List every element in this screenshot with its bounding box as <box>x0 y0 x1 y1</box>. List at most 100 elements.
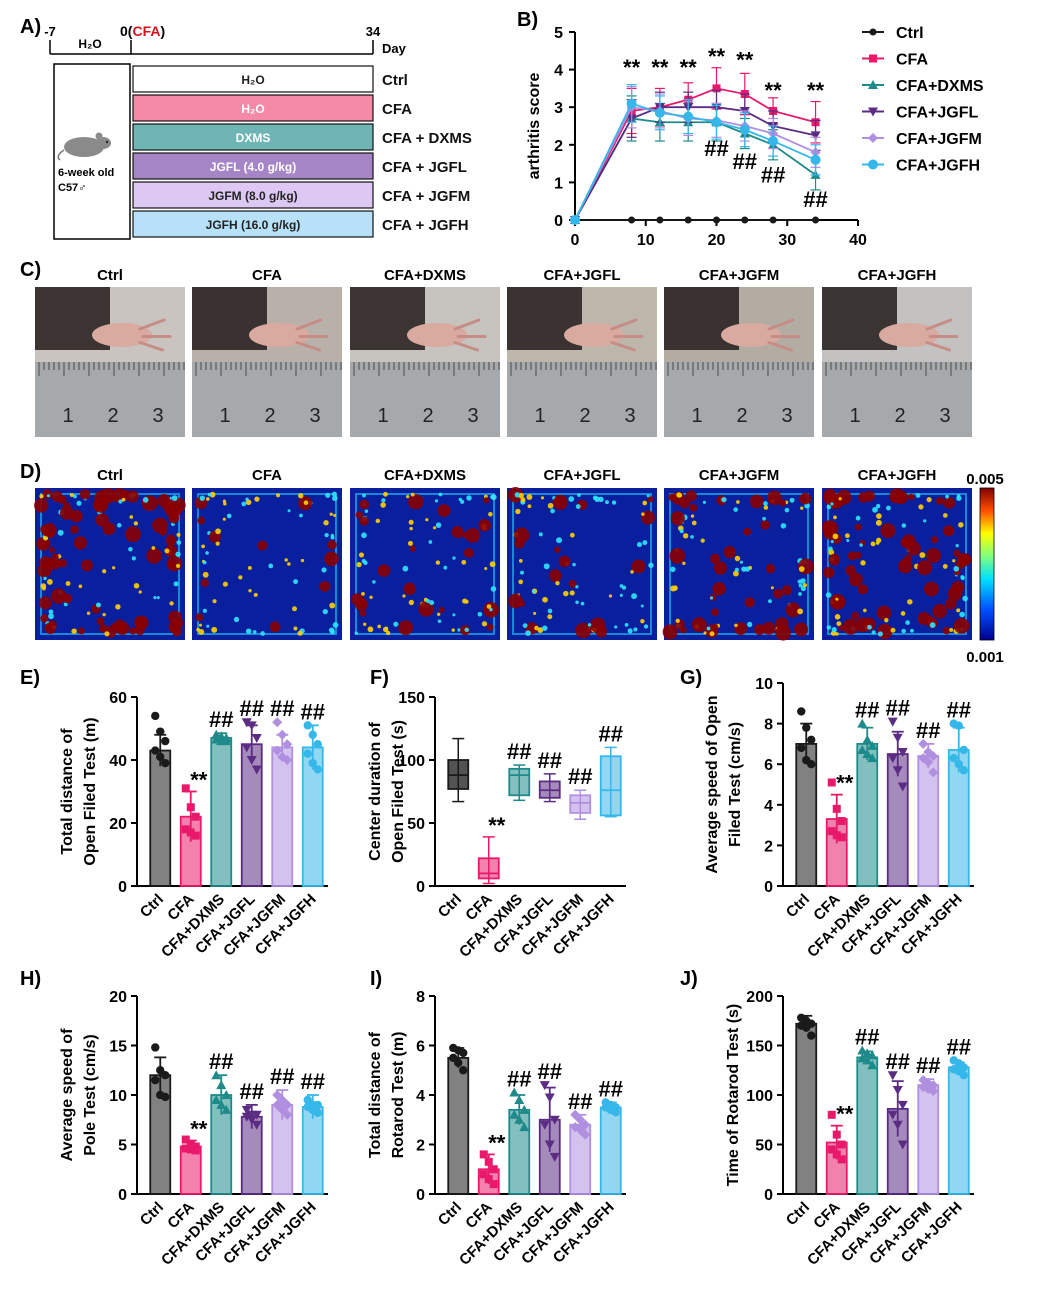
box <box>569 794 592 814</box>
ruler-number: 1 <box>377 405 388 427</box>
bar <box>917 1084 940 1195</box>
photo-label-ctrl: Ctrl <box>97 267 123 284</box>
panel-d-letter: D) <box>20 461 41 483</box>
y-tick-label: 2 <box>554 138 563 155</box>
data-point <box>867 740 878 750</box>
significance-marker: ** <box>836 771 854 796</box>
y-axis-label-line1: Total distance of <box>59 728 76 855</box>
significance-marker: ## <box>507 739 531 764</box>
data-point <box>282 1109 293 1120</box>
y-tick-label: 1 <box>554 175 563 192</box>
bar <box>599 1106 622 1195</box>
y-tick-label: 10 <box>755 676 773 693</box>
data-point <box>151 1075 160 1085</box>
timeline-zero: 0(CFA) <box>120 23 165 39</box>
data-point <box>479 1150 488 1159</box>
data-point <box>489 1180 498 1189</box>
significance-marker: ## <box>240 1079 264 1104</box>
ruler-number: 3 <box>624 405 635 427</box>
group-label-5: CFA + JGFH <box>382 217 469 234</box>
data-point <box>484 1175 493 1184</box>
ruler-number: 2 <box>264 405 275 427</box>
data-point <box>313 1108 322 1118</box>
bar <box>947 1066 970 1195</box>
significance-marker: ## <box>538 748 562 773</box>
data-point <box>827 1110 836 1119</box>
data-point <box>892 733 903 743</box>
y-axis-label-line1: Average speed of <box>59 1028 76 1161</box>
ruler-number: 3 <box>939 405 950 427</box>
significance-marker: ## <box>916 1053 940 1078</box>
significance-marker: ## <box>733 149 757 174</box>
data-point <box>489 1165 498 1174</box>
legend-marker <box>868 107 878 117</box>
group-ctrl: Ctrl <box>435 737 470 921</box>
y-tick-label: 6 <box>764 757 773 774</box>
data-point <box>544 1093 555 1103</box>
timeline-start: -7 <box>44 24 56 39</box>
data-point <box>827 778 836 787</box>
data-point <box>812 216 820 224</box>
panel-letter: I) <box>370 968 382 990</box>
data-point <box>923 757 934 768</box>
significance-marker: ## <box>761 162 785 187</box>
legend-entry-cfa-jgfh: CFA+JGFH <box>896 158 980 175</box>
data-point <box>484 1157 493 1166</box>
ruler-number: 2 <box>579 405 590 427</box>
legend-entry-cfa-jgfm: CFA+JGFM <box>896 131 982 148</box>
data-point <box>711 117 722 128</box>
y-tick-label: 20 <box>109 816 127 833</box>
panel-e: E) 0 20 40 60 Total distance of Open Filed Tes… <box>20 667 328 961</box>
significance-marker: ## <box>886 696 910 721</box>
data-point <box>897 782 908 792</box>
y-axis-label-line1: Average speed of Open <box>704 695 721 873</box>
ruler-number: 1 <box>849 405 860 427</box>
timeline-end: 34 <box>366 24 381 39</box>
paw-photo-cfa-jgfl: 1 2 3 <box>507 287 657 437</box>
heatmap-cfa <box>192 488 342 640</box>
data-point <box>539 1120 550 1130</box>
panel-letter: F) <box>370 667 389 689</box>
data-point <box>272 717 283 728</box>
y-axis-label-line1: Time of Rotarod Test (s) <box>725 1004 742 1187</box>
heatmap-label-cfa-jgfm: CFA+JGFM <box>699 467 779 484</box>
data-point <box>186 828 195 837</box>
paw-photo-cfa: 1 2 3 <box>192 287 342 437</box>
bar <box>795 1022 818 1195</box>
treatment-box-label-2: DXMS <box>236 131 271 145</box>
treatment-box-label-1: H₂O <box>241 102 264 116</box>
x-tick-label-ctrl: Ctrl <box>137 891 167 921</box>
y-axis-label: arthritis score <box>526 73 543 180</box>
data-point <box>928 751 939 762</box>
panel-b: B) 0 1 2 3 4 5 0 10 20 30 40 arthritis score ** ** ** *… <box>517 9 984 249</box>
data-point <box>539 1081 550 1091</box>
y-tick-label: 5 <box>118 1138 127 1155</box>
data-point <box>867 753 878 763</box>
data-point <box>887 1110 898 1120</box>
significance-marker: ## <box>270 1064 294 1089</box>
colorbar-max: 0.005 <box>966 471 1004 488</box>
data-point <box>949 753 958 763</box>
data-point <box>313 740 322 749</box>
significance-marker: ## <box>270 696 294 721</box>
data-point <box>514 1114 525 1124</box>
data-point <box>156 752 165 762</box>
paw-photo-cfa-jgfh: 1 2 3 <box>822 287 972 437</box>
treatment-box-2 <box>132 123 374 151</box>
x-tick-label-ctrl: Ctrl <box>783 1199 813 1229</box>
significance-marker: ** <box>736 48 754 73</box>
treatment-box-label-0: H₂O <box>241 73 264 87</box>
legend-marker <box>868 159 878 170</box>
data-point <box>928 767 939 778</box>
significance-marker: ## <box>855 1024 879 1049</box>
data-point <box>221 1090 232 1099</box>
photo-label-cfa-jgfm: CFA+JGFM <box>699 267 779 284</box>
group-label-0: Ctrl <box>382 72 408 89</box>
data-point <box>241 718 252 728</box>
significance-marker: ## <box>855 698 879 723</box>
panel-g: G) 0 2 4 6 8 10 Average speed of Open Filed Test… <box>680 667 974 961</box>
significance-marker: ** <box>807 78 825 103</box>
y-axis-label-line2: Filed Test (cm/s) <box>727 722 744 847</box>
series-cfa-jgfh <box>570 84 821 225</box>
group-label-4: CFA + JGFM <box>382 188 470 205</box>
